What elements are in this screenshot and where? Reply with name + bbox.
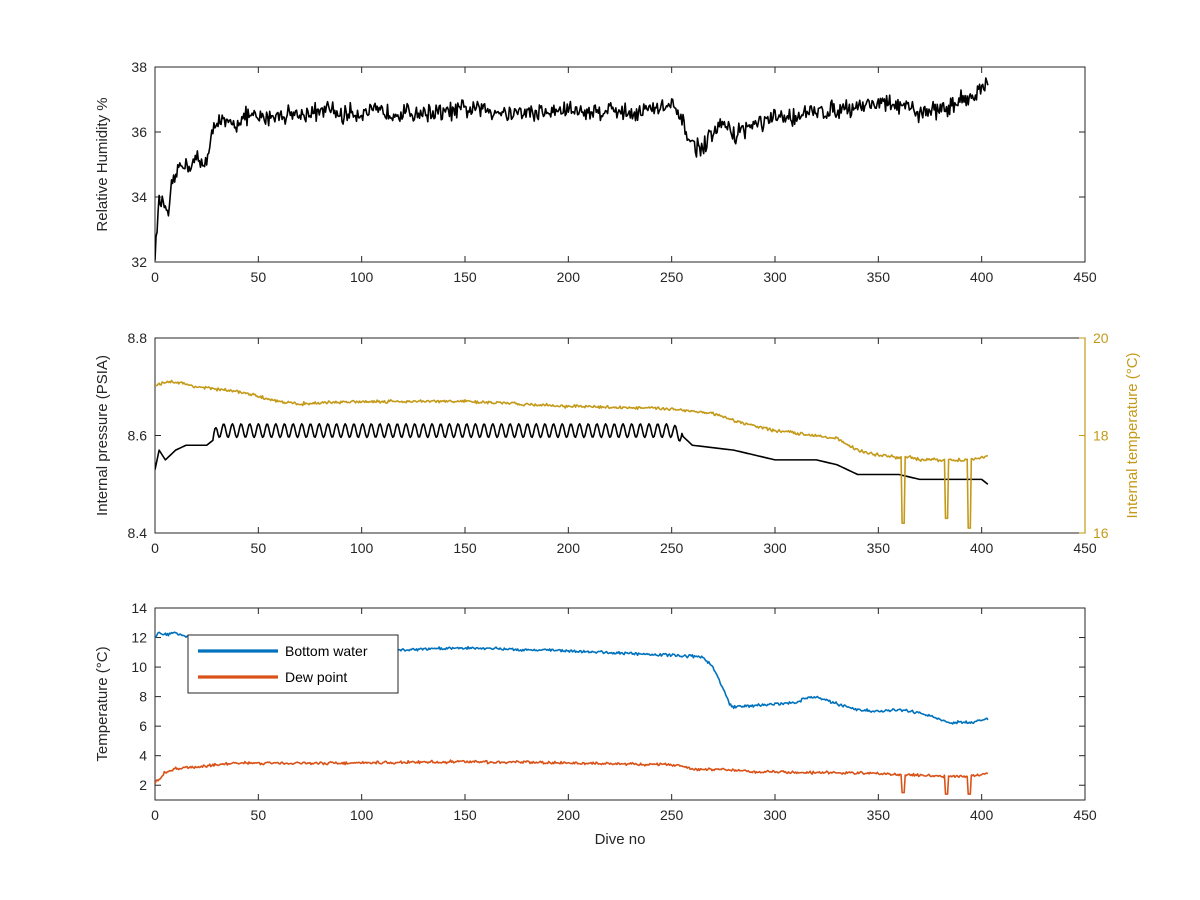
x-tick-label: 0: [151, 540, 159, 556]
x-tick-label: 250: [660, 269, 684, 285]
legend-label: Bottom water: [285, 643, 368, 659]
x-tick-label: 150: [453, 269, 477, 285]
x-tick-label: 400: [970, 269, 994, 285]
right-y-axis-label: Internal temperature (°C): [1124, 352, 1141, 518]
y-tick-label: 2: [139, 777, 147, 793]
series-line-0: [155, 77, 989, 261]
x-tick-label: 250: [660, 540, 684, 556]
right-y-tick-label: 16: [1093, 525, 1109, 541]
x-tick-label: 450: [1073, 807, 1097, 823]
y-tick-label: 8.6: [128, 428, 148, 444]
right-y-tick-label: 18: [1093, 428, 1109, 444]
x-tick-label: 0: [151, 269, 159, 285]
axes-box: [154, 66, 1086, 263]
series-line-1: [155, 759, 989, 795]
legend-label: Dew point: [285, 669, 347, 685]
x-tick-label: 400: [970, 807, 994, 823]
y-tick-label: 34: [131, 189, 147, 205]
x-tick-label: 100: [350, 807, 374, 823]
legend: Bottom water Dew point: [187, 634, 399, 694]
pressure-temperature-panel: 0 50 100 150 200 250 300 350 400 450 8.4 8.6 8.8 16 18…: [94, 330, 1141, 556]
axes-box: [154, 607, 1086, 801]
x-tick-label: 350: [867, 807, 891, 823]
humidity-panel: 0 50 100 150 200 250 300 350 400 450 32 34 36 38 Relat…: [94, 59, 1097, 285]
y-tick-label: 8.8: [128, 330, 148, 346]
right-y-tick-label: 20: [1093, 330, 1109, 346]
x-tick-label: 150: [453, 807, 477, 823]
temperature-panel: 0 50 100 150 200 250 300 350 400 450 2 4 6 8 10 12 14 Tem…: [94, 600, 1097, 848]
x-axis-label: Dive no: [595, 831, 646, 848]
y-tick-label: 36: [131, 124, 147, 140]
x-tick-label: 150: [453, 540, 477, 556]
y-tick-label: 14: [131, 600, 147, 616]
x-tick-label: 300: [763, 540, 787, 556]
x-tick-label: 300: [763, 269, 787, 285]
series-line-0: [155, 423, 989, 485]
y-tick-label: 6: [139, 718, 147, 734]
y-tick-label: 12: [131, 630, 147, 646]
x-tick-label: 200: [557, 540, 581, 556]
x-tick-label: 450: [1073, 269, 1097, 285]
x-tick-label: 0: [151, 807, 159, 823]
y-tick-label: 10: [131, 659, 147, 675]
x-tick-label: 350: [867, 540, 891, 556]
series-line-1: [155, 379, 988, 529]
x-tick-label: 200: [557, 269, 581, 285]
y-axis-label: Temperature (°C): [94, 646, 111, 761]
x-tick-label: 200: [557, 807, 581, 823]
legend-box: [187, 634, 399, 694]
x-tick-label: 300: [763, 807, 787, 823]
x-tick-label: 50: [251, 807, 267, 823]
y-tick-label: 8: [139, 689, 147, 705]
x-tick-label: 450: [1073, 540, 1097, 556]
x-tick-label: 100: [350, 540, 374, 556]
x-tick-label: 400: [970, 540, 994, 556]
x-tick-label: 100: [350, 269, 374, 285]
y-tick-label: 32: [131, 254, 147, 270]
y-axis-label: Internal pressure (PSIA): [94, 355, 111, 516]
y-axis-label: Relative Humidity %: [94, 97, 111, 231]
x-tick-label: 50: [251, 540, 267, 556]
x-tick-label: 50: [251, 269, 267, 285]
y-tick-label: 4: [139, 748, 147, 764]
y-tick-label: 38: [131, 59, 147, 75]
y-tick-label: 8.4: [128, 525, 148, 541]
x-tick-label: 250: [660, 807, 684, 823]
x-tick-label: 350: [867, 269, 891, 285]
